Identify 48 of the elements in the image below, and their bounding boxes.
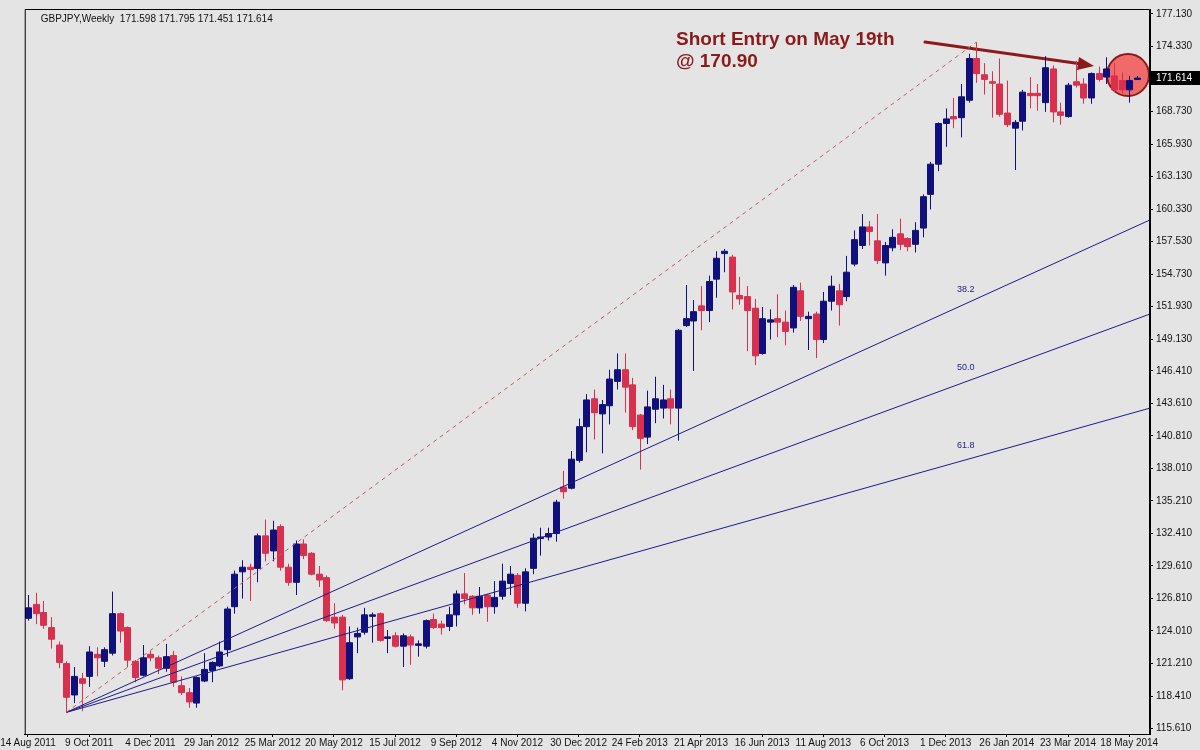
x-tick-label: 14 Aug 2011	[0, 736, 57, 748]
x-tick-label: 4 Nov 2012	[491, 736, 544, 748]
x-tick-label: 21 Apr 2013	[674, 736, 729, 748]
y-tick-label: 149.130	[1156, 332, 1193, 344]
x-tick-label: 11 Aug 2013	[795, 736, 852, 748]
x-tick-label: 24 Feb 2013	[611, 736, 669, 748]
y-tick-label: 146.410	[1156, 364, 1193, 376]
y-tick-label: 143.610	[1156, 397, 1193, 409]
x-tick-label: 4 Dec 2011	[125, 736, 176, 748]
y-tick-label: 124.010	[1156, 624, 1193, 636]
y-tick-label: 171.614	[1156, 71, 1193, 83]
x-tick-label: 16 Jun 2013	[734, 736, 791, 748]
x-tick-label: 18 May 2014	[1100, 736, 1159, 748]
y-tick-label: 140.810	[1156, 429, 1193, 441]
y-tick-label: 129.610	[1156, 559, 1193, 571]
y-tick-label: 151.930	[1156, 300, 1193, 312]
x-tick-label: 20 May 2012	[304, 736, 364, 748]
y-tick-label: 154.730	[1156, 267, 1193, 279]
annotation: @ 170.90	[676, 50, 758, 72]
x-tick-label: 25 Mar 2012	[244, 736, 302, 748]
series-label: 61.8	[956, 440, 975, 451]
y-tick-label: 168.730	[1156, 105, 1193, 117]
y-tick-label: 160.330	[1156, 202, 1193, 214]
x-tick-label: 9 Oct 2011	[65, 736, 114, 748]
y-tick-label: 177.130	[1156, 7, 1193, 19]
series-label: 50.0	[956, 362, 975, 373]
x-tick-label: 30 Dec 2012	[550, 736, 608, 748]
y-tick-label: 126.810	[1156, 592, 1193, 604]
chart-title: GBPJPY,Weekly 171.598 171.795 171.451 171.614	[40, 12, 274, 24]
y-tick-label: 163.130	[1156, 170, 1193, 182]
y-tick-label: 165.930	[1156, 137, 1193, 149]
y-tick-label: 157.530	[1156, 235, 1193, 247]
y-tick-label: 121.210	[1156, 657, 1193, 669]
y-tick-label: 138.010	[1156, 462, 1193, 474]
x-tick-label: 15 Jul 2012	[369, 736, 422, 748]
x-tick-label: 1 Dec 2013	[920, 736, 972, 748]
series-label: 38.2	[956, 284, 975, 295]
y-tick-label: 135.210	[1156, 494, 1193, 506]
y-tick-label: 118.410	[1156, 689, 1192, 701]
x-tick-label: 29 Jan 2012	[184, 736, 240, 748]
y-tick-label: 174.330	[1156, 40, 1193, 52]
x-tick-label: 6 Oct 2013	[860, 736, 910, 748]
annotation: Short Entry on May 19th	[676, 28, 895, 50]
x-tick-label: 26 Jan 2014	[979, 736, 1035, 748]
y-tick-label: 115.610	[1156, 722, 1192, 734]
x-tick-label: 9 Sep 2012	[430, 736, 483, 748]
x-tick-label: 23 Mar 2014	[1039, 736, 1097, 748]
y-tick-label: 132.410	[1156, 527, 1193, 539]
